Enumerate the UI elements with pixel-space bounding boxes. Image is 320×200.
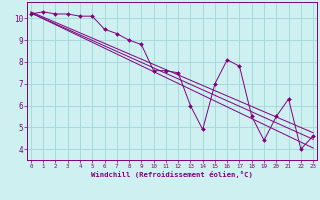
- X-axis label: Windchill (Refroidissement éolien,°C): Windchill (Refroidissement éolien,°C): [91, 171, 253, 178]
